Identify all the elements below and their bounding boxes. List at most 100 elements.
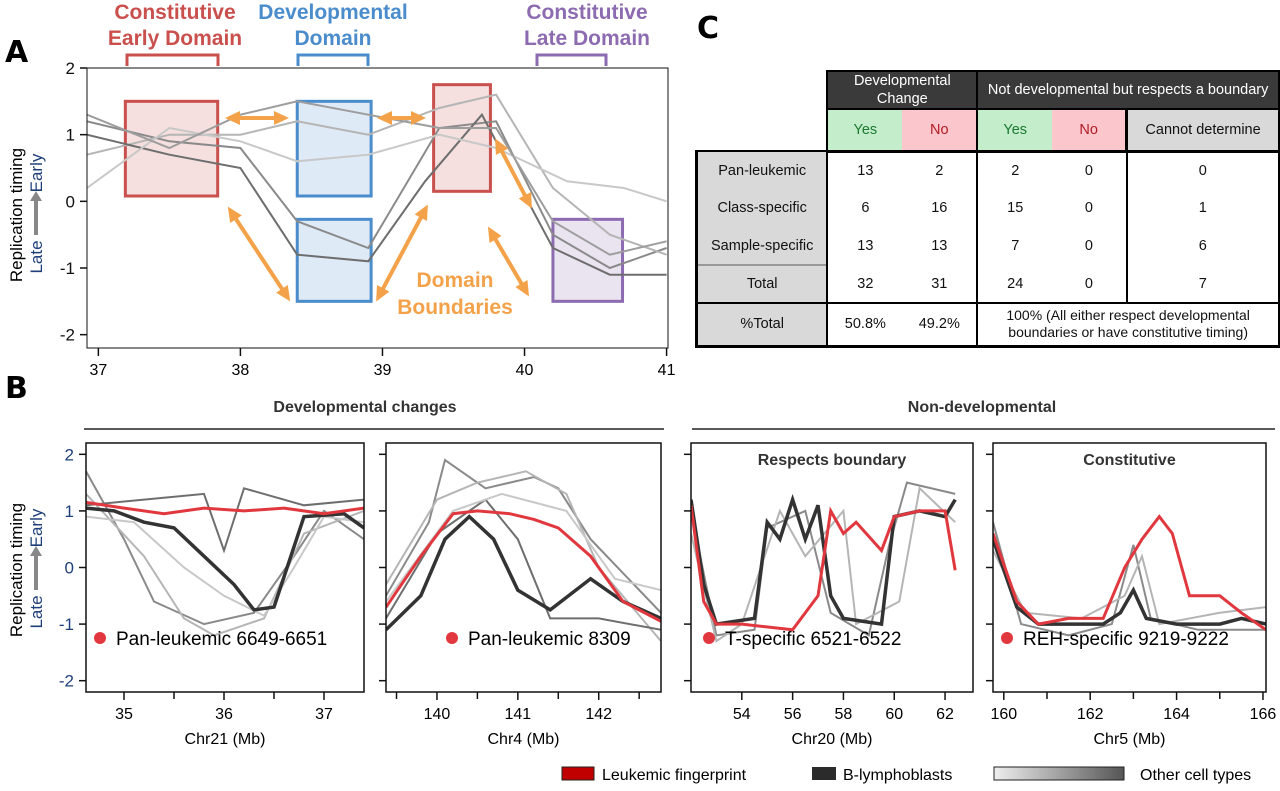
late-label: Late [27, 595, 46, 628]
plot-frame [992, 442, 1267, 693]
x-axis-label: Chr21 (Mb) [185, 731, 266, 748]
red-dot-icon [703, 632, 715, 644]
boundary-arrow-icon [227, 206, 291, 302]
arrow-head [487, 226, 502, 244]
row-label: Pan-leukemic [695, 150, 829, 189]
cell-value: 13 [827, 149, 903, 189]
subheader-yes: Yes [826, 109, 903, 151]
legend-swatch-other [993, 766, 1125, 781]
y-tick-label: 0 [66, 192, 75, 211]
series-b-lymphoblasts [386, 514, 661, 632]
series-leukemic-fingerprint [691, 505, 957, 632]
boundary-arrow-icon [495, 138, 532, 209]
x-tick-label: 60 [885, 706, 903, 723]
domain-header: Constitutive [526, 1, 647, 24]
sample-label: Pan-leukemic 8309 [468, 629, 631, 650]
series-other-cell-type [691, 481, 956, 637]
early-label: Early [27, 508, 46, 547]
series-other-cell-type [86, 487, 364, 554]
series-group [993, 514, 1266, 637]
y-tick-label: 2 [65, 445, 74, 464]
domain-header: Developmental [258, 1, 407, 24]
x-tick-label: 142 [585, 706, 612, 723]
domain-bracket [125, 53, 220, 66]
series-other-cell-type [386, 498, 661, 631]
cell-value: 7 [1011, 238, 1020, 254]
arrow-head [274, 111, 289, 125]
plot-frame [85, 442, 365, 693]
y-tick-label: 1 [66, 126, 75, 145]
x-axis-label: Chr5 (Mb) [1093, 731, 1165, 748]
x-tick-label: 62 [936, 706, 954, 723]
x-tick-label: 162 [1077, 706, 1104, 723]
subheader-yes: Yes [977, 109, 1053, 151]
domain-boundaries-label: Boundaries [397, 296, 513, 319]
table-row: Sample-specific 13 13 7 0 6 [695, 227, 1280, 265]
pct-value: 50.8% [827, 302, 903, 348]
series-other-cell-type [87, 120, 667, 270]
y-tick-label: 2 [66, 59, 75, 78]
arrow-shaft [228, 208, 290, 300]
arrow-shaft [376, 207, 428, 299]
cell-value: 0 [1052, 227, 1128, 265]
legend-label: B-lymphoblasts [843, 767, 952, 784]
x-tick-label: 39 [374, 362, 392, 379]
arrow-shaft [495, 141, 532, 206]
cell-value: 15 [1007, 200, 1024, 216]
x-tick-label: 160 [990, 706, 1017, 723]
red-dot-icon [446, 632, 458, 644]
plot-frame [86, 67, 669, 349]
table-row: Class-specific 6 16 15 0 1 [695, 189, 1280, 227]
cell-value: 2 [977, 149, 1053, 189]
late-label: Late [27, 240, 46, 273]
y-tick-label: -1 [60, 259, 75, 278]
red-dot-icon [1001, 632, 1013, 644]
plot-b3: 54 56 58 60 62 Chr20 (Mb) Respects boundary T-s… [684, 442, 974, 748]
early-label: Early [27, 153, 46, 192]
y-axis-title: Replication timing Late Early [7, 503, 46, 637]
cell-value: 13 [902, 227, 979, 265]
arrow-head [276, 284, 291, 302]
boundary-arrow-icon [487, 226, 530, 297]
series-other-cell-type [993, 550, 1266, 626]
series-other-cell-type [86, 470, 364, 626]
group-header-not-developmental: Not developmental but respects a boundar… [976, 70, 1280, 110]
boundary-arrow-icon [225, 111, 289, 125]
arrow-head-icon [30, 191, 42, 201]
panel-label-a: A [5, 35, 29, 70]
cell-value: 0 [1126, 149, 1280, 189]
plot-b4: 160 162 164 166 Chr5 (Mb) Constitutive REH-spe… [986, 442, 1277, 748]
series-other-cell-type [386, 470, 661, 642]
arrow-head [411, 111, 426, 125]
series-other-cell-type [87, 112, 667, 276]
x-tick-label: 41 [658, 362, 676, 379]
x-tick-label: 166 [1250, 706, 1277, 723]
table-row: Total 32 31 24 0 7 [695, 264, 1280, 303]
x-tick-label: 38 [232, 362, 250, 379]
subheader-no: No [1052, 109, 1127, 151]
series-leukemic-fingerprint [993, 514, 1266, 632]
x-tick-label: 37 [315, 706, 333, 723]
plot-title: Constitutive [1083, 452, 1176, 469]
x-axis-label: Chr4 (Mb) [487, 731, 559, 748]
arrow-shaft [488, 228, 529, 295]
cell-value: 0 [1052, 149, 1128, 189]
summary-table: Developmental Change Not developmental b… [695, 70, 1280, 348]
cell-value: 16 [902, 189, 979, 227]
x-tick-label: 164 [1163, 706, 1190, 723]
domain-bracket [296, 53, 370, 66]
domain-header: Domain [294, 27, 371, 50]
sample-label: Pan-leukemic 6649-6651 [116, 629, 327, 650]
x-tick-label: 54 [733, 706, 751, 723]
section-header-developmental: Developmental changes [273, 399, 456, 416]
domain-box-late [551, 217, 625, 303]
series-leukemic-fingerprint [86, 500, 364, 516]
plot-a: -2 -1 0 1 2 37 38 39 40 41 [60, 59, 676, 379]
x-tick-label: 35 [115, 706, 133, 723]
x-tick-label: 40 [516, 362, 534, 379]
cell-value: 7 [1126, 265, 1280, 303]
cell-value: 2 [902, 149, 979, 189]
row-label-pct-total: %Total [695, 302, 829, 348]
domain-header: Late Domain [524, 27, 650, 50]
